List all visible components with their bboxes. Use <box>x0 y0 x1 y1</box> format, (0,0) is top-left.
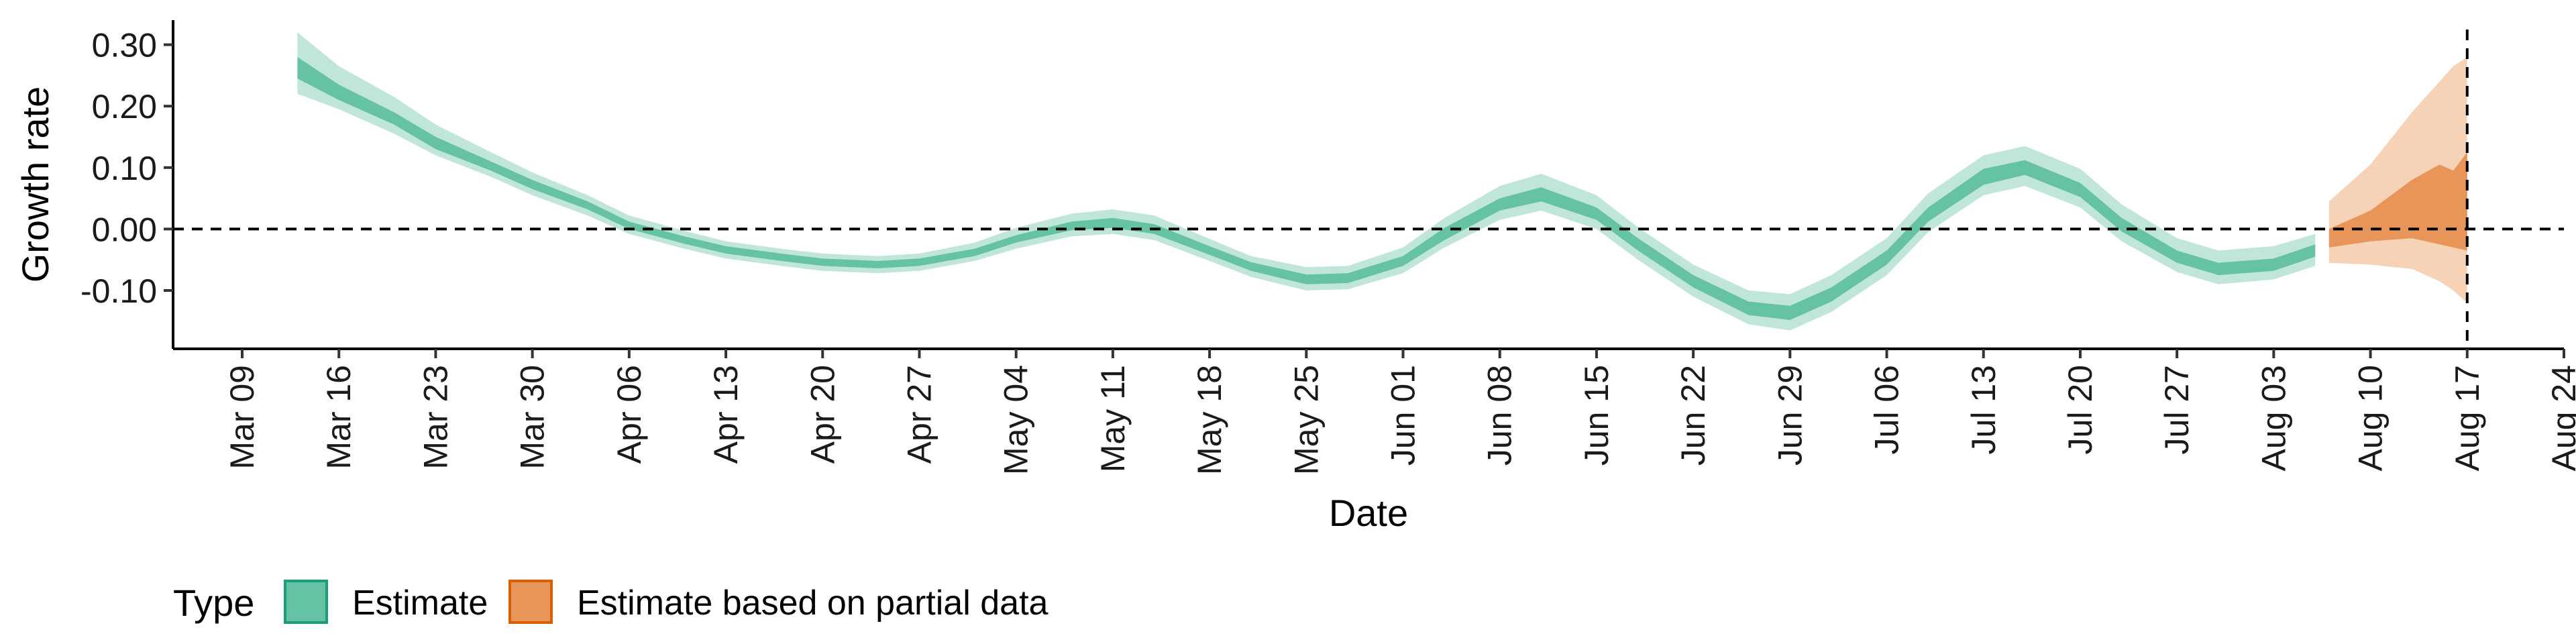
legend-label-estimate: Estimate <box>352 584 488 623</box>
legend-title: Type <box>173 582 254 624</box>
y-axis-title: Growth rate <box>14 87 56 283</box>
x-tick-label: Mar 16 <box>320 365 358 470</box>
y-tick-label: -0.10 <box>80 272 157 310</box>
x-tick-label: Aug 03 <box>2255 365 2292 471</box>
x-tick-label: Apr 20 <box>804 365 841 464</box>
x-tick-label: Jul 20 <box>2061 365 2099 454</box>
x-tick-label: Jul 13 <box>1965 365 2002 454</box>
x-tick-label: Jun 01 <box>1385 365 1422 466</box>
y-tick-label: 0.00 <box>92 211 157 248</box>
x-tick-label: Jun 08 <box>1481 365 1519 466</box>
ribbon-layer <box>297 32 2467 331</box>
x-tick-label: Mar 09 <box>223 365 261 470</box>
y-axis-ticks: 0.30 0.20 0.10 0.00 -0.10 <box>80 27 173 310</box>
y-tick-label: 0.20 <box>92 88 157 125</box>
x-tick-label: Jul 27 <box>2158 365 2196 454</box>
x-tick-label: May 18 <box>1191 365 1228 475</box>
x-tick-label: Jul 06 <box>1868 365 1906 454</box>
x-tick-label: Jun 15 <box>1578 365 1615 466</box>
legend-key-estimate <box>284 580 328 624</box>
y-tick-label: 0.30 <box>92 27 157 64</box>
x-tick-label: Jun 29 <box>1771 365 1809 466</box>
x-tick-label: Aug 17 <box>2449 365 2486 471</box>
x-tick-label: Apr 27 <box>901 365 938 464</box>
x-tick-label: Apr 13 <box>707 365 745 464</box>
x-tick-label: Aug 24 <box>2545 365 2576 471</box>
x-tick-label: May 25 <box>1287 365 1325 475</box>
axes: 0.30 0.20 0.10 0.00 -0.10 Mar 09 Mar 16 Mar 23… <box>80 20 2576 475</box>
x-tick-label: May 04 <box>998 365 1035 475</box>
x-tick-label: Apr 06 <box>610 365 648 464</box>
x-axis-ticks: Mar 09 Mar 16 Mar 23 Mar 30 Apr 06 Apr 13 Apr … <box>223 349 2576 475</box>
x-tick-label: Mar 23 <box>417 365 454 470</box>
x-tick-label: Aug 10 <box>2352 365 2390 471</box>
legend-label-partial-estimate: Estimate based on partial data <box>577 584 1049 623</box>
estimate-band-90 <box>297 32 2316 331</box>
y-tick-label: 0.10 <box>92 150 157 187</box>
x-axis-title: Date <box>1329 492 1408 534</box>
x-tick-label: Jun 22 <box>1674 365 1712 466</box>
x-tick-label: May 11 <box>1094 365 1132 472</box>
legend: Type Estimate Estimate based on partial … <box>173 580 1049 624</box>
x-tick-label: Mar 30 <box>514 365 551 470</box>
partial-estimate-band-50 <box>2328 152 2467 251</box>
legend-key-partial-estimate <box>508 580 553 624</box>
